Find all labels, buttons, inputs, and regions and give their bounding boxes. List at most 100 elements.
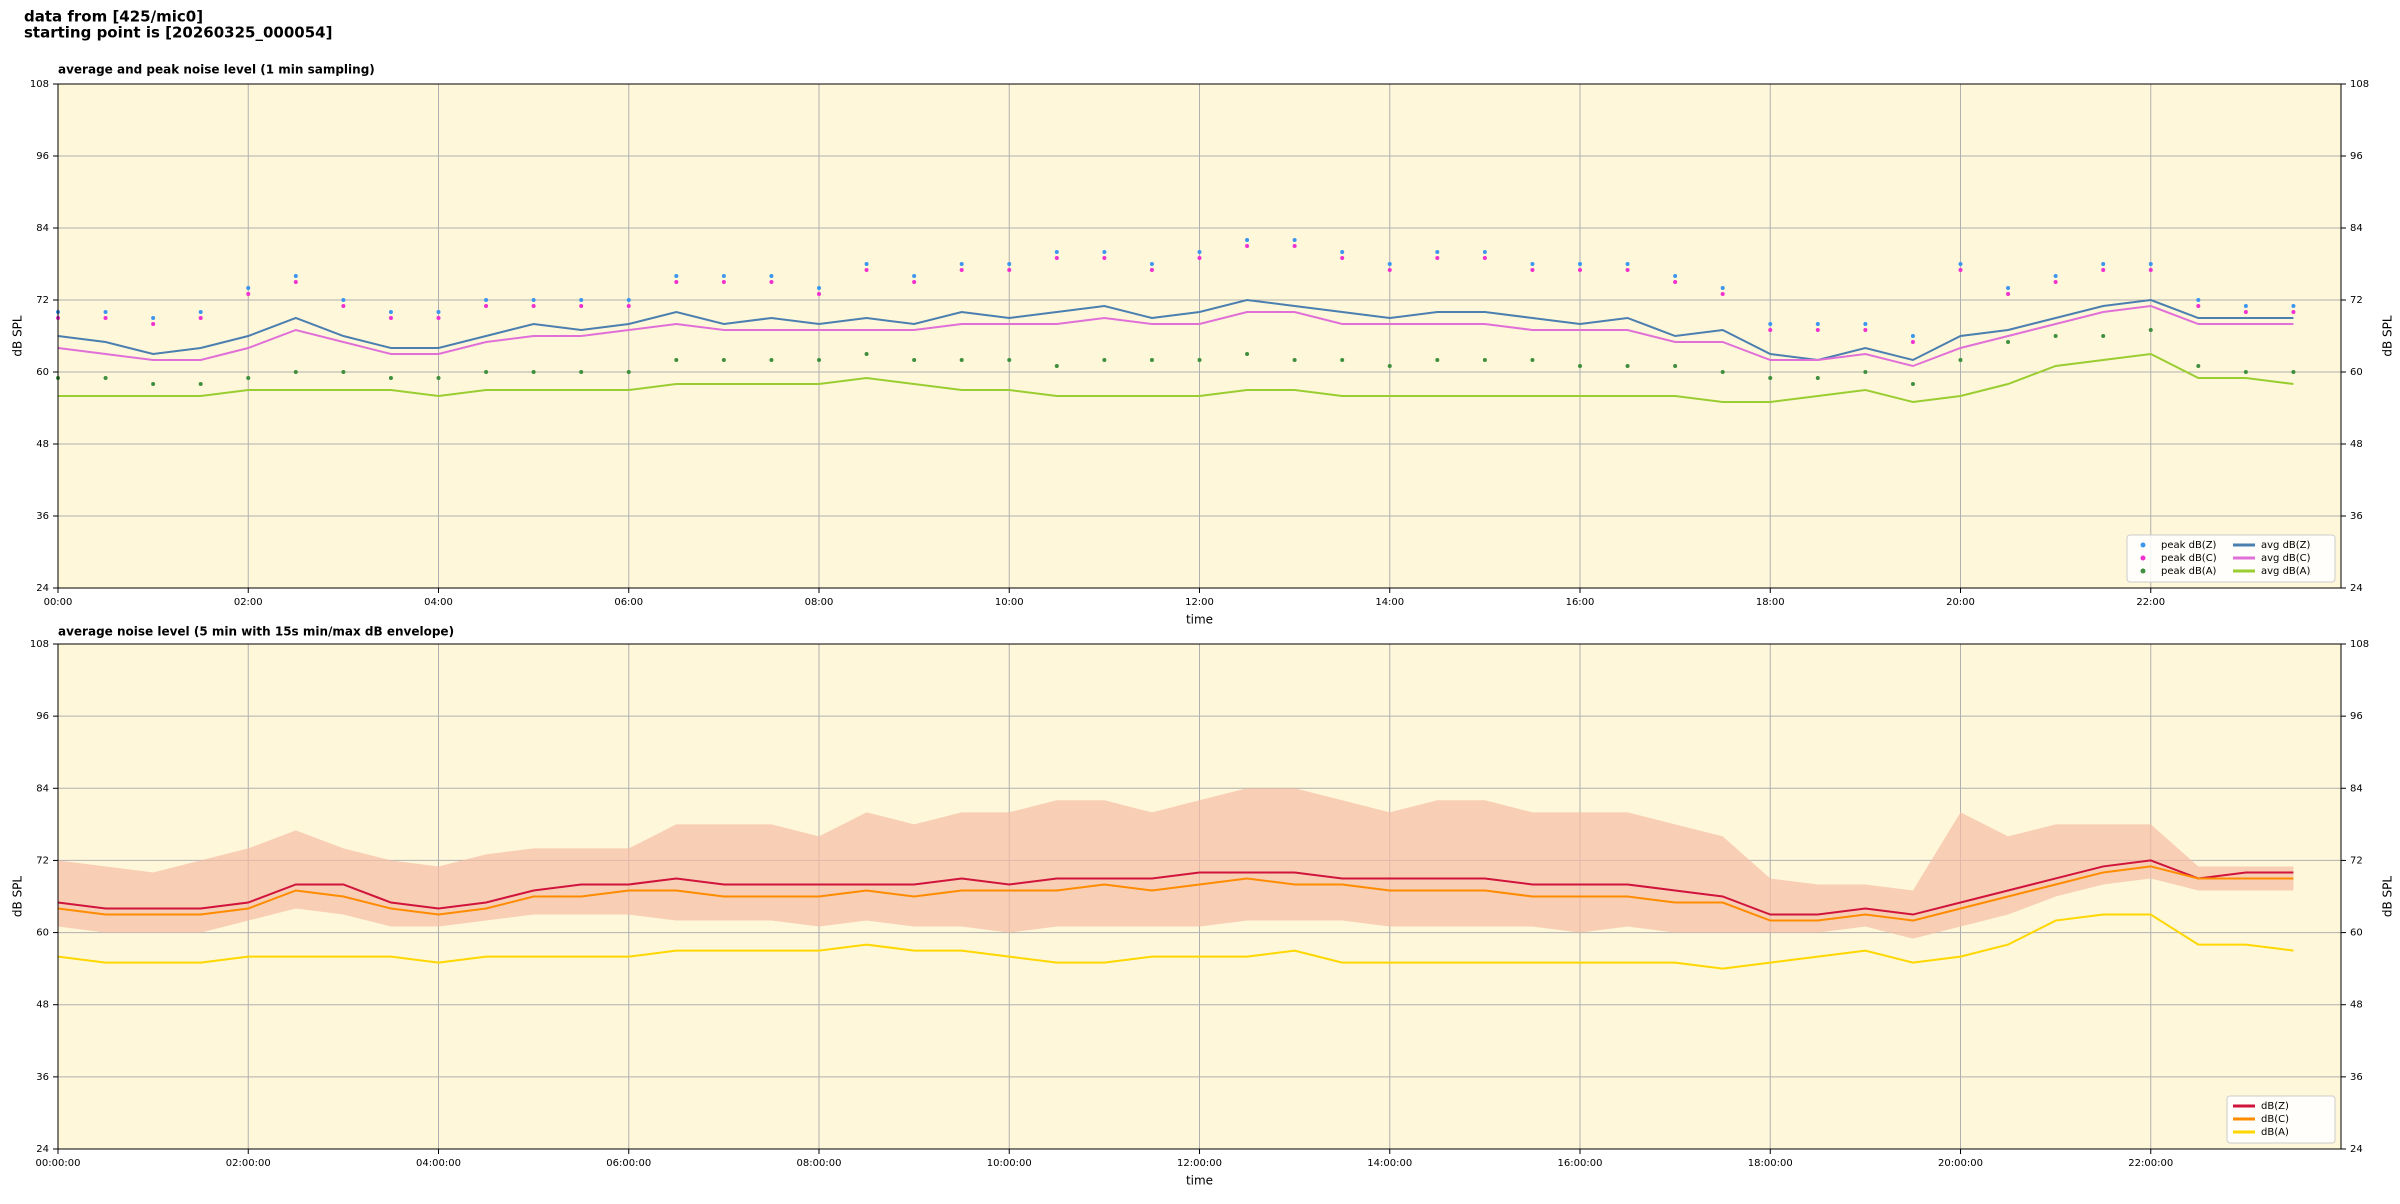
- peak-point: [1340, 358, 1345, 362]
- y-tick-label: 60: [2350, 928, 2363, 939]
- peak-point: [1482, 250, 1487, 254]
- legend-label: dB(Z): [2261, 1101, 2289, 1112]
- header-line: starting point is [20260325_000054]: [24, 24, 332, 42]
- x-tick-label: 04:00: [424, 597, 453, 608]
- peak-point: [2291, 370, 2296, 374]
- peak-point: [769, 280, 774, 284]
- peak-point: [1530, 262, 1535, 266]
- peak-point: [2053, 334, 2058, 338]
- series-line: [57, 913, 2294, 970]
- peak-point: [1435, 256, 1440, 260]
- peak-point: [484, 370, 489, 374]
- peak-point: [1578, 268, 1582, 272]
- chart-title: average and peak noise level (1 min samp…: [58, 63, 375, 77]
- y-axis-label: dB SPL: [2381, 876, 2395, 918]
- y-axis-label: dB SPL: [2381, 315, 2395, 357]
- peak-point: [198, 310, 203, 314]
- peak-point: [1387, 364, 1392, 368]
- peak-point: [1815, 322, 1820, 326]
- peak-point: [1245, 238, 1250, 242]
- series-line: [57, 859, 2294, 916]
- chart-title: average noise level (5 min with 15s min/…: [58, 625, 454, 639]
- peak-point: [626, 298, 631, 302]
- peak-point: [579, 370, 584, 374]
- peak-point: [674, 274, 679, 278]
- y-tick-label: 108: [30, 639, 49, 650]
- peak-point: [626, 370, 631, 374]
- peak-point: [1149, 262, 1154, 266]
- peak-point: [1340, 250, 1345, 254]
- x-tick-label: 22:00:00: [2128, 1158, 2173, 1169]
- peak-point: [1673, 364, 1678, 368]
- peak-point: [674, 358, 679, 362]
- peak-point: [198, 316, 203, 320]
- x-tick-label: 20:00:00: [1938, 1158, 1983, 1169]
- peak-point: [1197, 256, 1202, 260]
- y-tick-label: 36: [36, 1072, 49, 1083]
- peak-point: [1863, 328, 1868, 332]
- series-line: [57, 298, 2294, 362]
- peak-point: [959, 268, 964, 272]
- legend-marker: [2140, 542, 2146, 548]
- y-tick-label: 36: [2350, 1072, 2363, 1083]
- peak-point: [2291, 304, 2296, 308]
- series-line: [57, 304, 2294, 368]
- x-tick-label: 14:00: [1375, 597, 1404, 608]
- peak-point: [1815, 328, 1820, 332]
- peak-point: [531, 304, 536, 308]
- peak-point: [2053, 274, 2058, 278]
- y-tick-label: 96: [36, 711, 49, 722]
- y-tick-label: 108: [2350, 639, 2369, 650]
- peak-point: [959, 358, 964, 362]
- peak-point: [2006, 340, 2011, 344]
- y-tick-label: 84: [36, 783, 49, 794]
- peak-point: [817, 358, 821, 362]
- x-tick-label: 12:00:00: [1177, 1158, 1222, 1169]
- x-axis-label: time: [1186, 613, 1213, 627]
- x-tick-label: 04:00:00: [416, 1158, 461, 1169]
- x-axis-label: time: [1186, 1174, 1213, 1188]
- peak-point: [1958, 358, 1963, 362]
- peak-point: [1435, 250, 1440, 254]
- peak-point: [151, 316, 156, 320]
- peak-point: [531, 370, 536, 374]
- y-tick-label: 60: [2350, 367, 2363, 378]
- legend-label: dB(A): [2261, 1127, 2289, 1138]
- legend-label: peak dB(C): [2161, 553, 2217, 564]
- peak-point: [1863, 370, 1868, 374]
- peak-point: [674, 280, 679, 284]
- peak-point: [1768, 328, 1773, 332]
- y-tick-label: 24: [36, 1144, 49, 1155]
- x-tick-label: 00:00:00: [36, 1158, 81, 1169]
- y-tick-label: 60: [36, 367, 49, 378]
- peak-point: [1054, 250, 1059, 254]
- y-axis-label: dB SPL: [11, 315, 25, 357]
- legend-marker: [2140, 568, 2146, 574]
- peak-point: [436, 310, 441, 314]
- legend-label: peak dB(A): [2161, 566, 2217, 577]
- peak-point: [1292, 358, 1297, 362]
- peak-point: [2148, 262, 2153, 266]
- peak-point: [341, 370, 346, 374]
- y-tick-label: 96: [2350, 711, 2363, 722]
- peak-point: [341, 304, 346, 308]
- x-tick-label: 08:00:00: [797, 1158, 842, 1169]
- x-tick-label: 10:00: [995, 597, 1024, 608]
- peak-point: [2291, 310, 2296, 314]
- peak-point: [1673, 274, 1678, 278]
- y-tick-label: 36: [2350, 511, 2363, 522]
- peak-point: [769, 274, 774, 278]
- peak-point: [293, 370, 298, 374]
- peak-point: [1815, 376, 1820, 380]
- peak-point: [626, 304, 631, 308]
- peak-point: [721, 274, 726, 278]
- legend-box: [2126, 534, 2336, 583]
- peak-point: [2148, 328, 2153, 332]
- peak-point: [2243, 370, 2248, 374]
- peak-point: [1149, 358, 1154, 362]
- peak-point: [1958, 268, 1963, 272]
- y-tick-label: 48: [2350, 439, 2363, 450]
- peak-point: [436, 316, 441, 320]
- peak-point: [817, 292, 821, 296]
